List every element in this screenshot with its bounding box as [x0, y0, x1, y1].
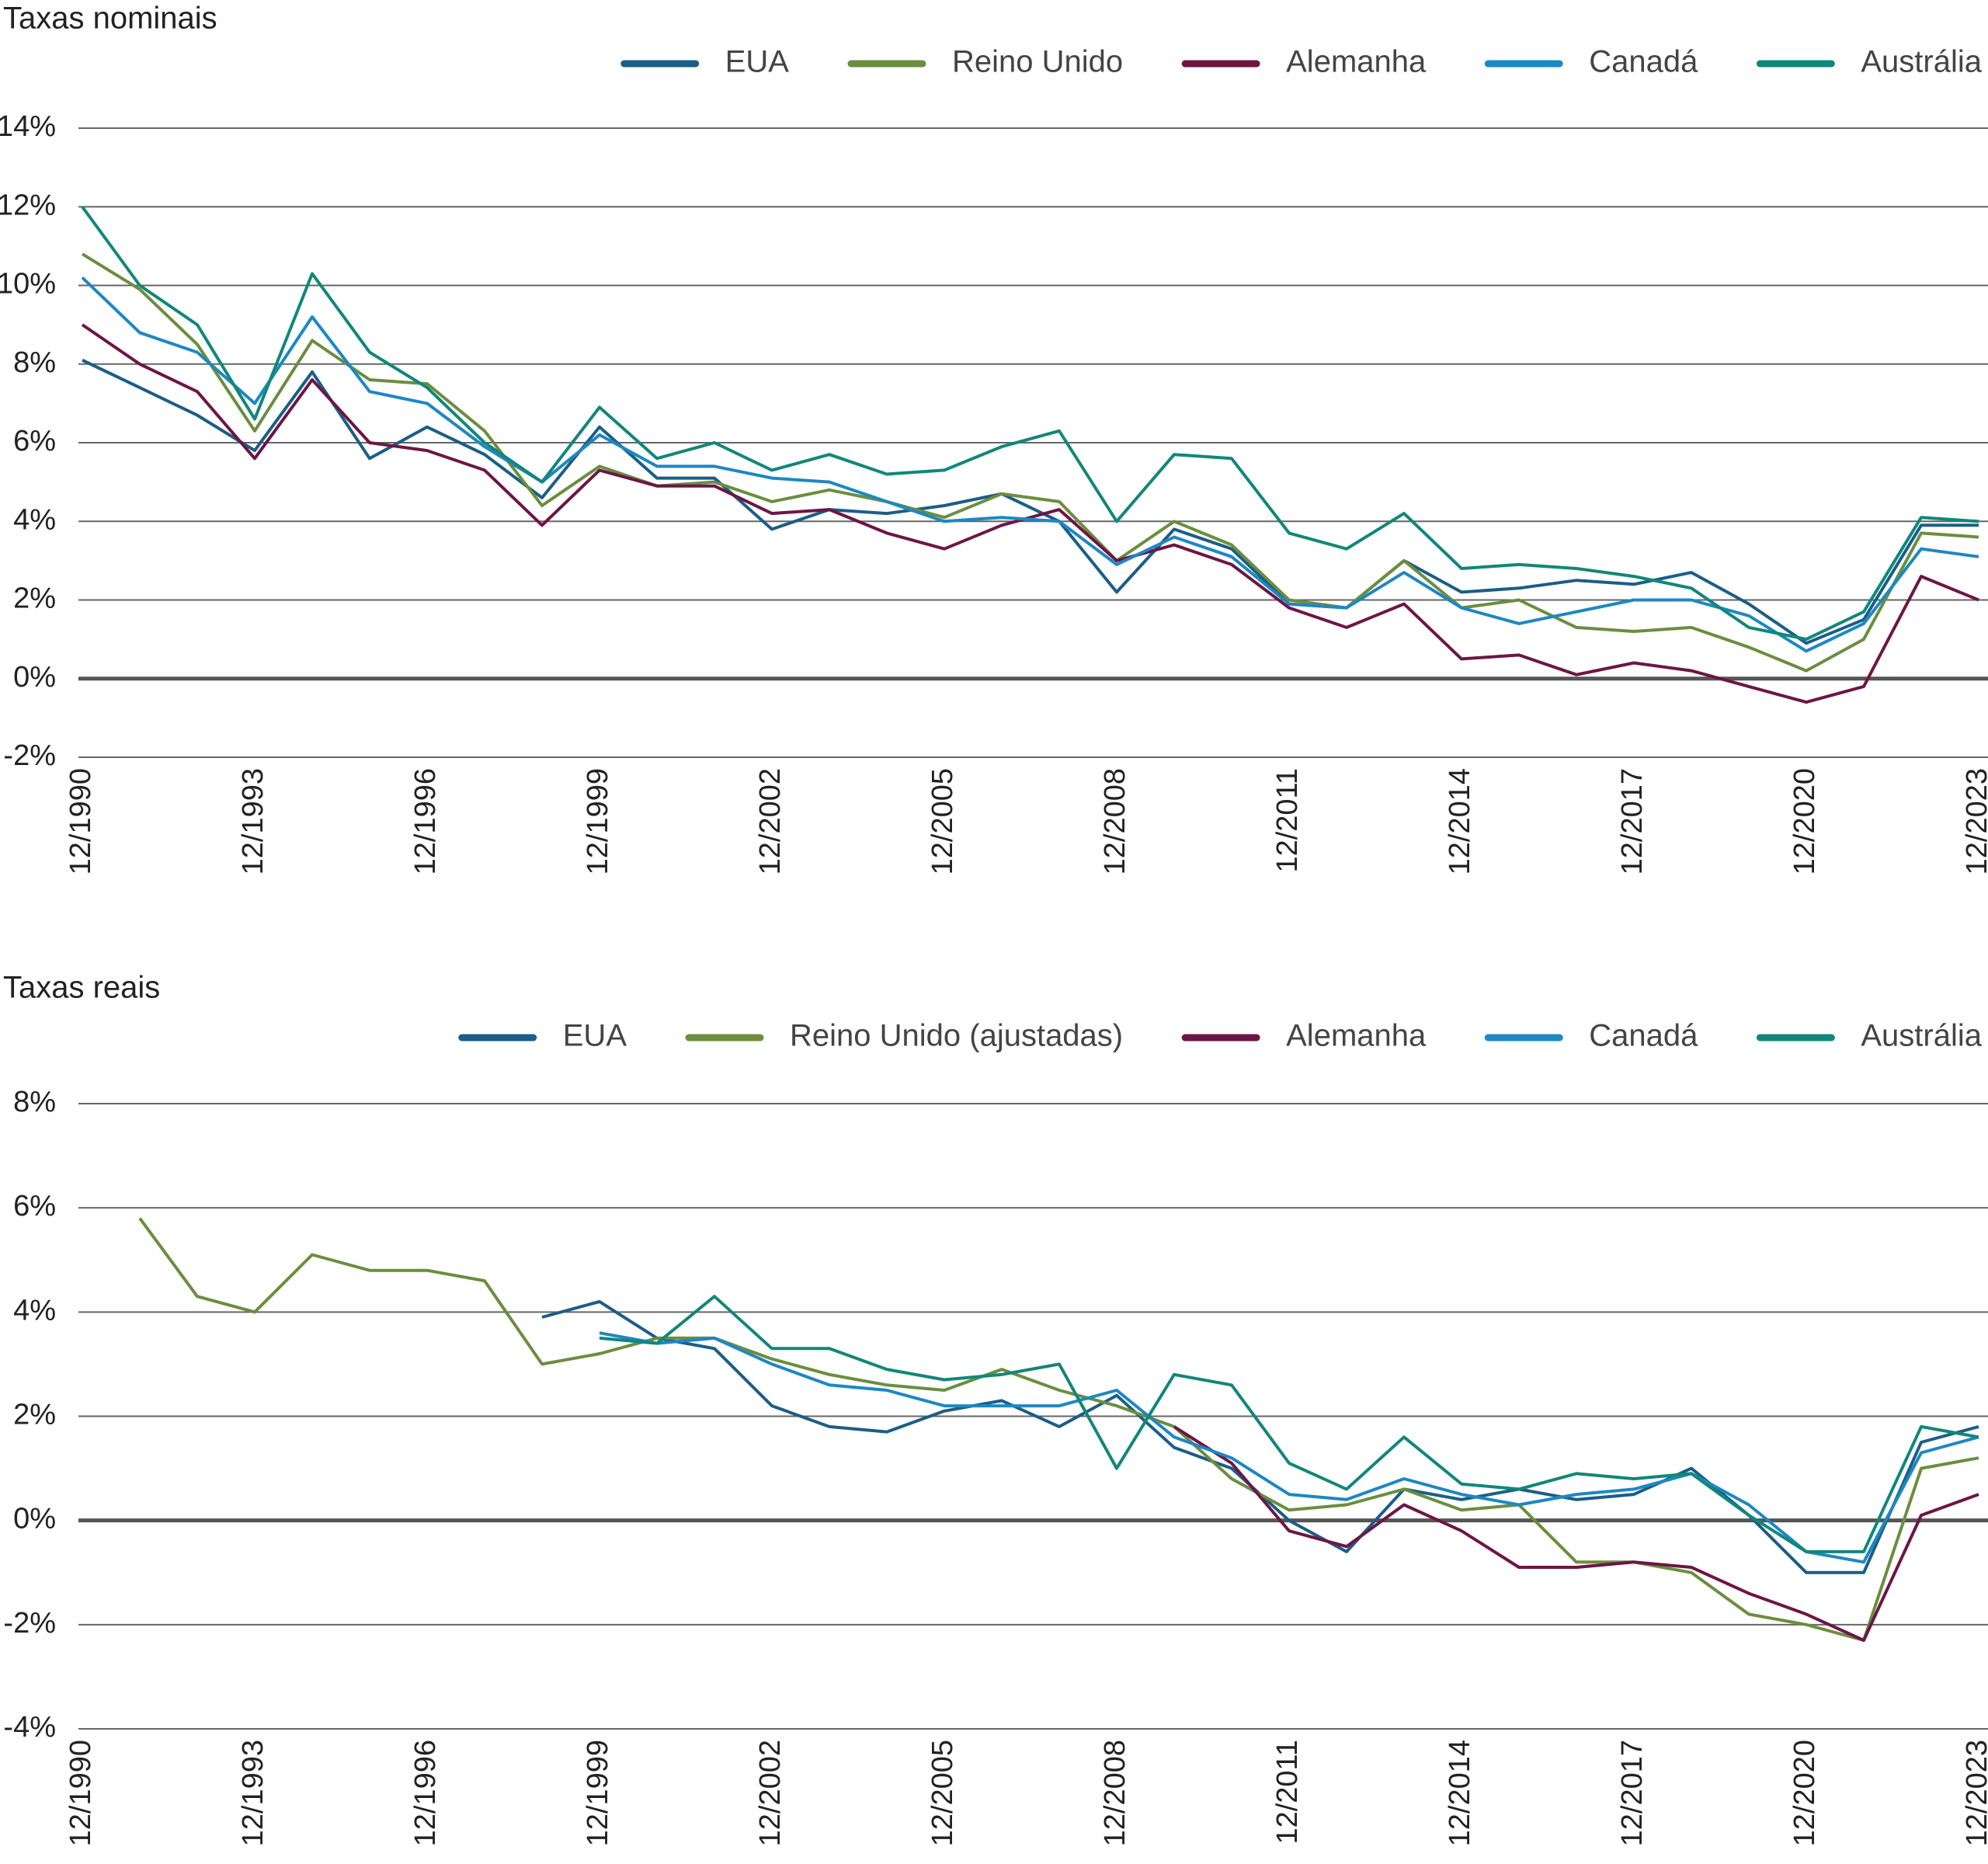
x-tick-label: 12/2017 — [1616, 768, 1649, 875]
chart-title: Taxas nominais — [3, 2, 217, 36]
legend-label: Reino Unido — [952, 45, 1123, 79]
x-tick-label: 12/2020 — [1788, 768, 1821, 875]
legend-label: EUA — [563, 1019, 627, 1053]
x-tick-label: 12/1999 — [582, 1740, 614, 1846]
x-tick-label: 12/2023 — [1961, 1740, 1988, 1846]
x-tick-label: 12/2005 — [926, 768, 959, 875]
x-tick-label: 12/2017 — [1616, 1740, 1649, 1846]
x-tick-label: 12/1996 — [409, 768, 442, 875]
x-tick-label: 12/2014 — [1444, 1740, 1476, 1846]
legend-item: Alemanha — [1181, 1019, 1427, 1053]
x-tick-label: 12/1993 — [237, 1740, 269, 1846]
x-tick-label: 12/2005 — [926, 1740, 959, 1846]
x-tick-label: 12/2014 — [1444, 768, 1476, 875]
legend-item: Reino Unido — [847, 45, 1123, 79]
x-tick-label: 12/2008 — [1099, 1740, 1131, 1846]
x-tick-label: 12/1999 — [582, 768, 614, 875]
legend-item: Canadá — [1484, 1019, 1698, 1053]
x-tick-label: 12/2011 — [1271, 1740, 1304, 1845]
y-tick-label: 12% — [0, 189, 56, 221]
y-tick-label: 6% — [13, 1190, 56, 1222]
y-tick-label: 0% — [13, 1503, 56, 1535]
x-tick-label: 12/1993 — [237, 768, 269, 875]
x-tick-label: 12/2002 — [754, 768, 787, 875]
legend-item: Reino Unido (ajustadas) — [685, 1019, 1123, 1053]
legend-item: EUA — [458, 1019, 627, 1053]
legend-item: EUA — [620, 45, 790, 79]
series-line — [81, 206, 1979, 642]
legend-label: Austrália — [1861, 1019, 1982, 1053]
y-tick-label: 0% — [13, 661, 56, 694]
legend-label: Canadá — [1589, 45, 1698, 79]
y-tick-label: -2% — [3, 1607, 56, 1640]
legend-label: Alemanha — [1286, 1019, 1427, 1053]
legend-label: EUA — [725, 45, 790, 79]
y-tick-label: 8% — [13, 346, 56, 379]
legend-item: Austrália — [1756, 45, 1983, 79]
y-tick-label: 10% — [0, 268, 56, 301]
y-tick-label: 14% — [0, 110, 56, 143]
legend-item: Alemanha — [1181, 45, 1427, 79]
legend-item: Canadá — [1484, 45, 1698, 79]
x-tick-label: 12/2008 — [1099, 768, 1131, 875]
y-tick-label: 8% — [13, 1086, 56, 1118]
y-tick-label: 6% — [13, 425, 56, 457]
series-line — [81, 323, 1979, 704]
y-tick-label: 2% — [13, 582, 56, 615]
series-line — [81, 276, 1979, 653]
series-line — [81, 252, 1979, 673]
series-line — [599, 1295, 1979, 1553]
x-tick-label: 12/1996 — [409, 1740, 442, 1846]
y-tick-label: -4% — [3, 1711, 56, 1744]
legend-item: Austrália — [1756, 1019, 1983, 1053]
x-tick-label: 12/1990 — [64, 768, 97, 875]
y-tick-label: 4% — [13, 1294, 56, 1327]
chart-title: Taxas reais — [3, 971, 160, 1005]
series-line — [138, 1217, 1979, 1642]
y-tick-label: -2% — [3, 739, 56, 772]
y-tick-label: 2% — [13, 1399, 56, 1431]
x-tick-label: 12/2011 — [1271, 768, 1304, 873]
legend-label: Canadá — [1589, 1019, 1698, 1053]
x-tick-label: 12/2020 — [1788, 1740, 1821, 1846]
legend-label: Reino Unido (ajustadas) — [790, 1019, 1123, 1053]
series-line — [599, 1331, 1979, 1564]
series-line — [82, 358, 1979, 645]
series-line — [541, 1299, 1979, 1574]
legend-label: Alemanha — [1286, 45, 1427, 79]
y-tick-label: 4% — [13, 503, 56, 536]
series-line — [1173, 1425, 1979, 1642]
x-tick-label: 12/2002 — [754, 1740, 787, 1846]
x-tick-label: 12/1990 — [64, 1740, 97, 1846]
x-tick-label: 12/2023 — [1961, 768, 1988, 875]
legend-label: Austrália — [1861, 45, 1982, 79]
